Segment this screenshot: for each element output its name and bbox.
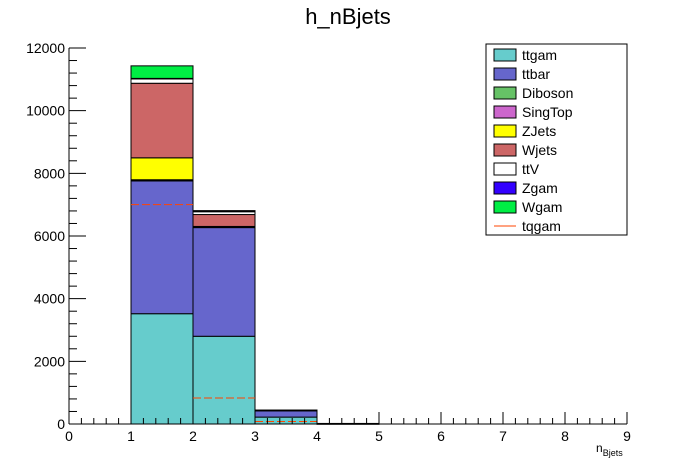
- bars-layer: [130, 65, 380, 425]
- y-tick-label: 12000: [26, 40, 65, 56]
- legend-label-tqgam: tqgam: [522, 218, 561, 234]
- x-tick-label: 0: [65, 428, 73, 444]
- x-tick-label: 7: [499, 428, 507, 444]
- legend: ttgam ttbar Diboson SingTop ZJets Wjets ttV Zga…: [485, 43, 628, 236]
- legend-swatch-ttgam: [493, 48, 517, 62]
- legend-label-ttbar: ttbar: [522, 66, 550, 82]
- x-tick-label: 4: [313, 428, 321, 444]
- x-tick-label: 5: [375, 428, 383, 444]
- legend-label-ttV: ttV: [522, 161, 540, 177]
- legend-label-Zgam: Zgam: [522, 180, 558, 196]
- y-tick-label: 8000: [34, 165, 65, 181]
- legend-swatch-Zgam: [493, 181, 517, 195]
- x-tick-label: 8: [561, 428, 569, 444]
- y-tick-label: 6000: [34, 228, 65, 244]
- bar-ttgam-bin-2: [192, 335, 256, 425]
- chart-title: h_nBjets: [305, 4, 391, 29]
- x-tick-label: 1: [127, 428, 135, 444]
- bar-Wgam-bin-2: [192, 210, 256, 212]
- bar-ttgam-bin-1: [130, 313, 194, 425]
- legend-label-Wjets: Wjets: [522, 142, 557, 158]
- y-tick-label: 0: [57, 416, 65, 432]
- x-axis-label-main: n: [596, 441, 603, 455]
- legend-label-ttgam: ttgam: [522, 47, 557, 63]
- legend-swatch-ttV: [493, 162, 517, 176]
- y-tick-label: 10000: [26, 103, 65, 119]
- legend-swatch-ttbar: [493, 67, 517, 81]
- legend-label-ZJets: ZJets: [522, 123, 556, 139]
- bar-ttbar-bin-2: [192, 226, 256, 337]
- x-axis-label-subscript: Bjets: [603, 448, 624, 458]
- x-tick-label: 6: [437, 428, 445, 444]
- legend-label-Diboson: Diboson: [522, 85, 573, 101]
- x-tick-label: 9: [623, 428, 631, 444]
- y-tick-label: 4000: [34, 291, 65, 307]
- bar-ttbar-bin-3: [254, 410, 318, 418]
- x-tick-label: 3: [251, 428, 259, 444]
- bar-Wjets-bin-1: [130, 82, 194, 159]
- axes-layer: 0 1 2 3 4 5 6 7 8 9 0 2000 4000 6000 8000 10000 12000: [26, 40, 631, 444]
- legend-swatch-Wjets: [493, 143, 517, 157]
- legend-swatch-ZJets: [493, 124, 517, 138]
- bar-ttbar-bin-1: [130, 180, 194, 315]
- legend-swatch-Wgam: [493, 200, 517, 214]
- x-axis-label: nBjets: [596, 441, 623, 458]
- y-tick-label: 2000: [34, 353, 65, 369]
- bar-ttV-bin-3: [254, 409, 318, 412]
- bar-ttgam-bin-3: [254, 416, 318, 425]
- legend-swatch-Diboson: [493, 86, 517, 100]
- x-tick-label: 2: [189, 428, 197, 444]
- bar-ZJets-bin-1: [130, 157, 194, 181]
- legend-label-SingTop: SingTop: [522, 104, 573, 120]
- legend-label-Wgam: Wgam: [522, 199, 562, 215]
- legend-swatch-SingTop: [493, 105, 517, 119]
- bar-Wjets-bin-2: [192, 214, 256, 227]
- bar-Wgam-bin-1: [130, 65, 194, 79]
